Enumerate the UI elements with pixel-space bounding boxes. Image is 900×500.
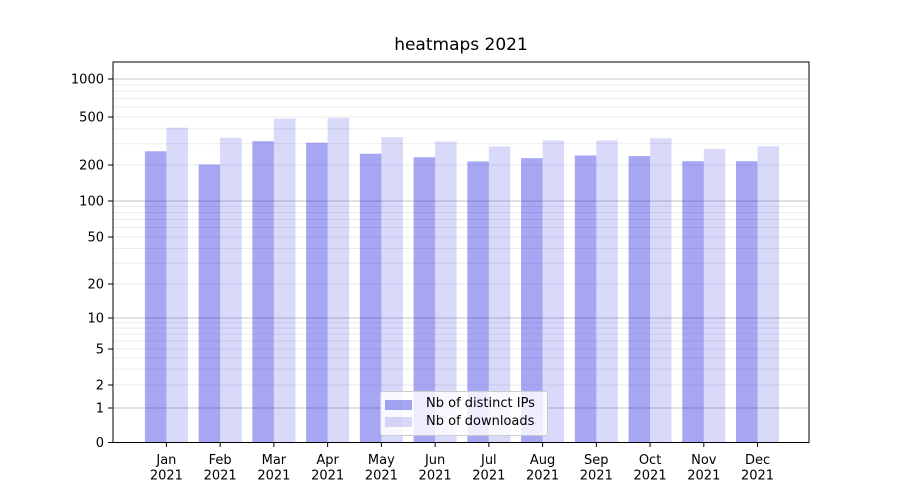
- bar-downloads-Aug: [542, 140, 565, 443]
- bar-distinct-ips-Aug: [521, 158, 543, 443]
- bar-downloads-Dec: [757, 146, 780, 443]
- y-tick-label-500: 500: [79, 111, 104, 126]
- x-tick-label-Apr: Apr 2021: [311, 453, 344, 484]
- legend-label-distinct-ips: Nb of distinct IPs: [426, 396, 535, 412]
- y-tick-label-2: 2: [96, 379, 104, 394]
- legend-swatch-distinct-ips: [385, 399, 412, 410]
- y-tick-label-100: 100: [79, 195, 104, 210]
- y-tick-label-10: 10: [87, 312, 104, 327]
- bar-downloads-Nov: [703, 148, 726, 443]
- bar-distinct-ips-Mar: [252, 141, 274, 443]
- x-tick-label-Feb: Feb 2021: [204, 453, 237, 484]
- bar-downloads-Jun: [435, 141, 457, 443]
- y-tick-label-5: 5: [96, 343, 104, 358]
- bar-distinct-ips-Oct: [628, 156, 651, 443]
- x-tick-label-Jun: Jun 2021: [419, 453, 452, 484]
- y-tick-label-0: 0: [96, 436, 104, 451]
- bar-downloads-Jan: [166, 127, 188, 443]
- x-tick-label-Jul: Jul 2021: [472, 453, 505, 484]
- y-tick-label-50: 50: [87, 231, 104, 246]
- bar-downloads-Apr: [327, 117, 350, 443]
- bar-distinct-ips-Jun: [413, 157, 436, 443]
- x-tick-label-Oct: Oct 2021: [634, 453, 667, 484]
- plot-border: [112, 61, 810, 443]
- bar-downloads-Mar: [273, 118, 296, 443]
- bar-distinct-ips-Apr: [306, 142, 328, 443]
- bar-downloads-Jul: [488, 146, 511, 443]
- y-tick-label-1: 1: [96, 402, 104, 417]
- bar-distinct-ips-Feb: [198, 164, 221, 443]
- x-tick-label-Nov: Nov 2021: [687, 453, 720, 484]
- legend-item-downloads: Nb of downloads: [385, 414, 541, 430]
- bar-distinct-ips-Sep: [574, 155, 597, 443]
- y-tick-label-20: 20: [87, 278, 104, 293]
- bar-distinct-ips-Jan: [144, 151, 167, 443]
- x-tick-label-May: May 2021: [365, 453, 398, 484]
- x-tick-label-Mar: Mar 2021: [257, 453, 290, 484]
- legend-label-downloads: Nb of downloads: [426, 414, 535, 430]
- bar-distinct-ips-May: [359, 153, 382, 443]
- legend-item-distinct-ips: Nb of distinct IPs: [385, 397, 541, 411]
- bar-distinct-ips-Nov: [682, 161, 704, 443]
- bar-downloads-Feb: [220, 137, 242, 443]
- bar-downloads-May: [381, 137, 403, 443]
- legend: Nb of distinct IPs Nb of downloads: [380, 391, 548, 436]
- x-tick-label-Jan: Jan 2021: [150, 453, 183, 484]
- bar-downloads-Oct: [650, 138, 672, 443]
- chart-title: heatmaps 2021: [394, 35, 528, 55]
- y-tick-label-200: 200: [79, 159, 104, 174]
- y-tick-label-1000: 1000: [71, 73, 104, 88]
- bar-distinct-ips-Dec: [736, 161, 758, 443]
- bar-distinct-ips-Jul: [467, 161, 489, 443]
- bar-downloads-Sep: [596, 140, 618, 443]
- x-tick-label-Dec: Dec 2021: [741, 453, 774, 484]
- x-tick-label-Aug: Aug 2021: [526, 453, 559, 484]
- x-tick-label-Sep: Sep 2021: [580, 453, 613, 484]
- legend-swatch-downloads: [385, 417, 412, 428]
